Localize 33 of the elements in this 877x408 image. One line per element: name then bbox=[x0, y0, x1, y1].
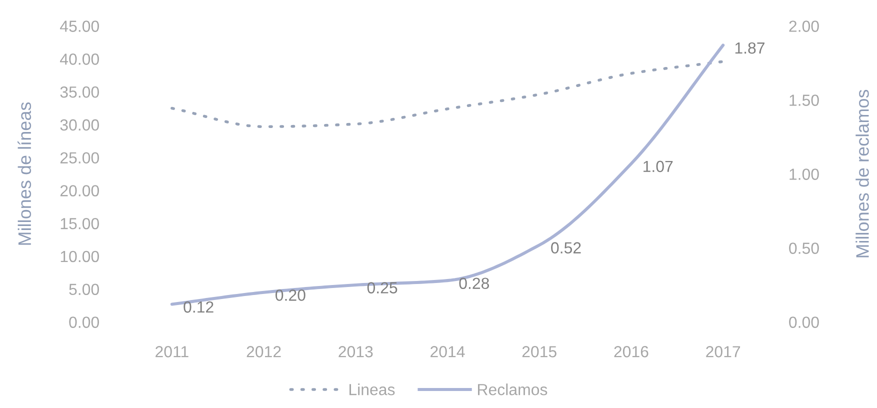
y-tick-label: 30.00 bbox=[60, 119, 99, 131]
y2-tick-label: 0.50 bbox=[789, 242, 819, 254]
y-tick-label: 35.00 bbox=[60, 86, 99, 98]
data-label: 0.28 bbox=[459, 278, 490, 290]
y-tick-label: 25.00 bbox=[60, 152, 99, 164]
data-label: 1.07 bbox=[644, 160, 673, 172]
x-tick-label: 2014 bbox=[430, 346, 465, 358]
y2-axis-title: Millones de reclamos bbox=[856, 90, 869, 258]
y2-tick-label: 1.50 bbox=[790, 94, 819, 106]
data-label: 0.12 bbox=[184, 301, 214, 313]
y-tick-label: 20.00 bbox=[60, 185, 99, 196]
y-tick-label: 0.00 bbox=[69, 316, 99, 328]
y-tick-label: 15.00 bbox=[60, 218, 99, 230]
x-tick-label: 2013 bbox=[338, 346, 373, 358]
data-label: 0.25 bbox=[367, 282, 398, 294]
legend-label: Reclamos bbox=[478, 384, 548, 396]
y2-tick-label: 1.00 bbox=[790, 168, 819, 180]
legend-label: Lineas bbox=[350, 384, 395, 396]
x-tick-label: 2015 bbox=[522, 346, 556, 358]
y-tick-label: 45.00 bbox=[60, 20, 99, 32]
y-tick-label: 10.00 bbox=[60, 250, 99, 262]
x-tick-label: 2012 bbox=[246, 346, 281, 358]
data-label: 0.20 bbox=[276, 290, 306, 301]
data-label: 0.52 bbox=[551, 242, 581, 254]
y2-tick-label: 0.00 bbox=[789, 316, 819, 328]
x-tick-label: 2011 bbox=[156, 346, 188, 358]
x-tick-label: 2016 bbox=[614, 346, 648, 358]
x-tick-label: 2017 bbox=[706, 346, 740, 358]
y-tick-label: 40.00 bbox=[60, 54, 99, 65]
y-axis-title: Millones de líneas bbox=[18, 102, 32, 245]
y2-tick-label: 2.00 bbox=[789, 20, 819, 32]
data-label: 1.87 bbox=[735, 42, 764, 54]
y-tick-label: 5.00 bbox=[69, 284, 99, 296]
